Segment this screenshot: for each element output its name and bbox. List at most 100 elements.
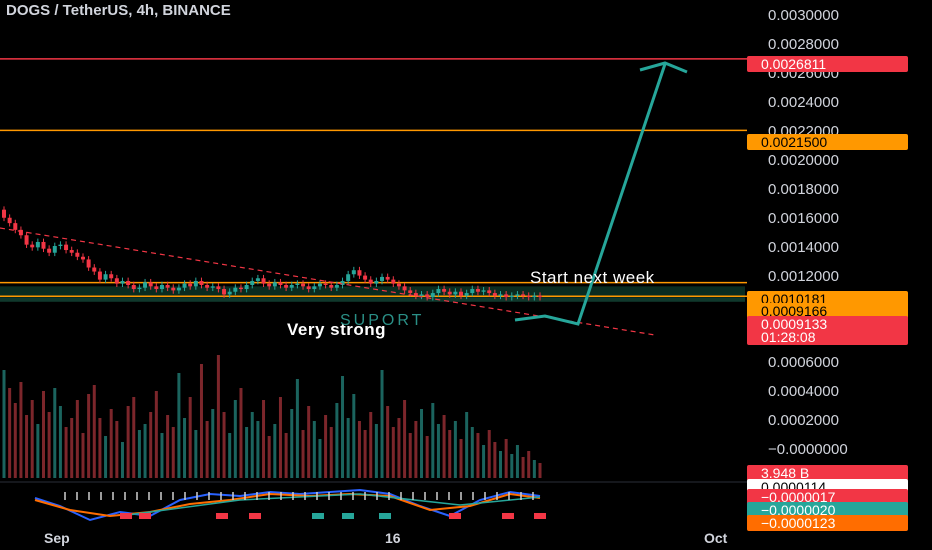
candle-body: [250, 280, 255, 285]
volume-bar: [25, 415, 29, 478]
projection-line: [514, 63, 667, 326]
volume-bar: [177, 373, 181, 478]
y-tick-label: 0.0012000: [768, 268, 839, 285]
candle-body: [329, 285, 334, 288]
candle-body: [188, 283, 193, 287]
candle-body: [97, 271, 102, 280]
candle-body: [35, 241, 40, 248]
volume-bar: [527, 451, 531, 478]
indicator-badge: −0.0000020: [747, 502, 908, 518]
price-level-badge: 0.0009166: [747, 303, 908, 319]
candle-body: [2, 209, 6, 218]
chart-title: DOGS / TetherUS, 4h, BINANCE: [6, 2, 231, 19]
candle-body: [357, 270, 362, 276]
volume-bar: [341, 376, 345, 478]
volume-bar: [75, 400, 79, 478]
candle-body: [532, 295, 537, 298]
volume-bar: [499, 451, 503, 478]
volume-bar: [92, 385, 96, 478]
volume-bar: [278, 397, 282, 478]
candle-body: [515, 294, 520, 296]
price-level-badge: 0.0026811: [747, 56, 908, 72]
candle-body: [295, 283, 300, 285]
y-tick-label: 0.0006000: [768, 354, 839, 371]
candle-body: [114, 278, 119, 284]
candle-body: [233, 287, 238, 292]
candle-body: [323, 283, 328, 285]
candle-body: [199, 280, 204, 285]
candle-body: [255, 278, 260, 281]
candle-body: [380, 276, 385, 281]
candle-body: [442, 289, 447, 292]
volume-bar: [126, 406, 130, 478]
volume-bar: [335, 403, 339, 478]
volume-bar: [397, 418, 401, 478]
candle-body: [47, 248, 52, 253]
support-annotation: SUPORT: [340, 312, 425, 329]
candle-body: [109, 274, 114, 279]
volume-bar: [538, 463, 542, 478]
volume-bar: [70, 418, 74, 478]
candle-body: [64, 244, 69, 251]
candle-body: [447, 291, 452, 295]
volume-bar: [8, 388, 12, 478]
volume-bar: [521, 457, 525, 478]
candle-body: [481, 290, 486, 292]
volume-bar: [211, 409, 215, 478]
volume-bar: [183, 418, 187, 478]
volume-bar: [222, 412, 226, 478]
candle-body: [521, 294, 526, 296]
candle-body: [216, 286, 221, 290]
volume-bar: [58, 406, 62, 478]
candle-body: [464, 293, 469, 296]
volume-bar: [205, 421, 209, 478]
candle-body: [41, 241, 46, 249]
volume-bar: [425, 436, 429, 478]
candle-body: [176, 287, 181, 291]
volume-bar: [532, 460, 536, 478]
volume-bar: [436, 424, 440, 478]
candle-body: [193, 280, 198, 287]
x-tick-label: Oct: [704, 530, 728, 546]
candle-body: [182, 283, 187, 288]
y-tick-label: 0.0024000: [768, 94, 839, 111]
candle-body: [159, 285, 164, 290]
volume-bar: [295, 379, 299, 478]
volume-bar: [239, 388, 243, 478]
sell-marker: [120, 513, 132, 519]
buy-marker: [379, 513, 391, 519]
sell-marker: [534, 513, 546, 519]
volume-bar: [81, 433, 85, 478]
candle-body: [30, 244, 35, 248]
volume-bar: [120, 442, 124, 478]
volume-bar: [465, 412, 469, 478]
indicator-badge: −0.0000123: [747, 515, 908, 531]
candle-body: [487, 290, 492, 294]
volume-bar: [442, 415, 446, 478]
candle-body: [413, 293, 418, 296]
candle-body: [538, 295, 542, 298]
y-tick-label: 0.0018000: [768, 181, 839, 198]
y-tick-label: 0.0020000: [768, 152, 839, 169]
volume-bar: [301, 430, 305, 478]
candle-body: [340, 280, 345, 285]
candle-body: [408, 290, 413, 294]
volume-bar: [36, 424, 40, 478]
candle-body: [80, 256, 85, 260]
volume-bar: [87, 394, 91, 478]
candle-body: [222, 289, 227, 295]
volume-bar: [154, 391, 158, 478]
candle-body: [289, 285, 294, 288]
candle-body: [504, 294, 509, 298]
volume-bar: [493, 442, 497, 478]
volume-bar: [470, 427, 474, 478]
candle-body: [92, 267, 97, 272]
volume-bar: [414, 421, 418, 478]
candle-body: [498, 294, 503, 296]
candle-body: [526, 295, 531, 298]
volume-bar: [453, 421, 457, 478]
volume-bar: [137, 430, 141, 478]
volume-bar: [374, 424, 378, 478]
candle-body: [419, 294, 424, 296]
